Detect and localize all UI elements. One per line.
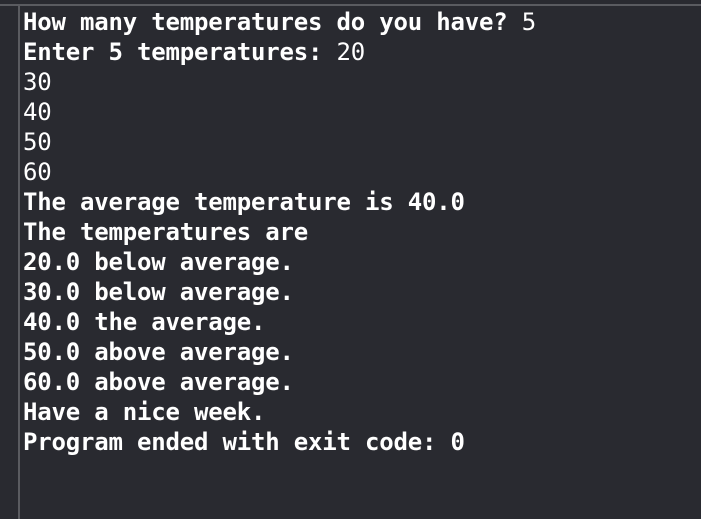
console-line: 60.0 above average.: [23, 367, 536, 397]
program-output: Program ended with exit code: 0: [23, 428, 465, 456]
console-line: The temperatures are: [23, 217, 536, 247]
user-input: 40: [23, 98, 52, 126]
console-line: How many temperatures do you have? 5: [23, 7, 536, 37]
console-line: Enter 5 temperatures: 20: [23, 37, 536, 67]
console-line: Have a nice week.: [23, 397, 536, 427]
left-border: [18, 6, 20, 519]
program-output: Enter 5 temperatures:: [23, 38, 337, 66]
user-input: 5: [521, 8, 536, 36]
console-line: 30: [23, 67, 536, 97]
console-line: 40: [23, 97, 536, 127]
console-line: Program ended with exit code: 0: [23, 427, 536, 457]
program-output: The temperatures are: [23, 218, 308, 246]
user-input: 30: [23, 68, 52, 96]
console-line: 50.0 above average.: [23, 337, 536, 367]
program-output: 30.0 below average.: [23, 278, 294, 306]
user-input: 20: [336, 38, 365, 66]
console-line: The average temperature is 40.0: [23, 187, 536, 217]
user-input: 60: [23, 158, 52, 186]
program-output: 50.0 above average.: [23, 338, 294, 366]
top-border: [0, 4, 701, 6]
program-output: How many temperatures do you have?: [23, 8, 522, 36]
program-output: 60.0 above average.: [23, 368, 294, 396]
program-output: 40.0 the average.: [23, 308, 266, 336]
console-line: 30.0 below average.: [23, 277, 536, 307]
user-input: 50: [23, 128, 52, 156]
program-output: Have a nice week.: [23, 398, 266, 426]
console-output: How many temperatures do you have? 5 Ente…: [23, 7, 536, 457]
console-line: 50: [23, 127, 536, 157]
program-output: The average temperature is 40.0: [23, 188, 465, 216]
console-line: 60: [23, 157, 536, 187]
console-line: 40.0 the average.: [23, 307, 536, 337]
program-output: 20.0 below average.: [23, 248, 294, 276]
console-line: 20.0 below average.: [23, 247, 536, 277]
